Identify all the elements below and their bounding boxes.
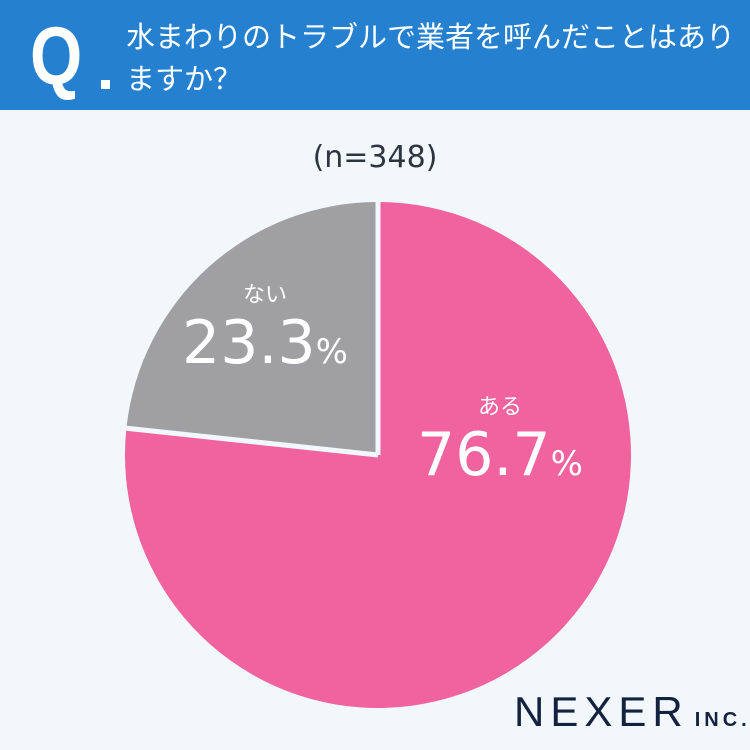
label-no: ない 23.3% [160, 282, 370, 385]
label-no-number: 23.3 [182, 308, 316, 378]
logo-main: NEXER [514, 688, 689, 735]
question-text: 水まわりのトラブルで業者を呼んだことはありますか？ [126, 20, 736, 96]
pie-slice-no [126, 201, 379, 455]
q-mark: Q [30, 11, 83, 102]
label-yes: ある 76.7% [400, 394, 600, 497]
slice-separator [123, 425, 379, 458]
q-dot-icon [101, 80, 110, 89]
label-yes-unit: % [550, 444, 583, 484]
label-no-category: ない [242, 283, 287, 308]
sample-size-label: (n=348) [312, 140, 438, 175]
label-yes-category: ある [477, 395, 522, 420]
question-header: Q 水まわりのトラブルで業者を呼んだことはありますか？ [0, 0, 750, 110]
label-yes-value: 76.7% [400, 422, 600, 497]
label-no-value: 23.3% [160, 310, 370, 385]
logo-sub: INC. [694, 709, 750, 731]
label-no-unit: % [315, 332, 348, 372]
nexer-logo: NEXER INC. [514, 688, 750, 736]
label-yes-number: 76.7 [417, 420, 551, 490]
